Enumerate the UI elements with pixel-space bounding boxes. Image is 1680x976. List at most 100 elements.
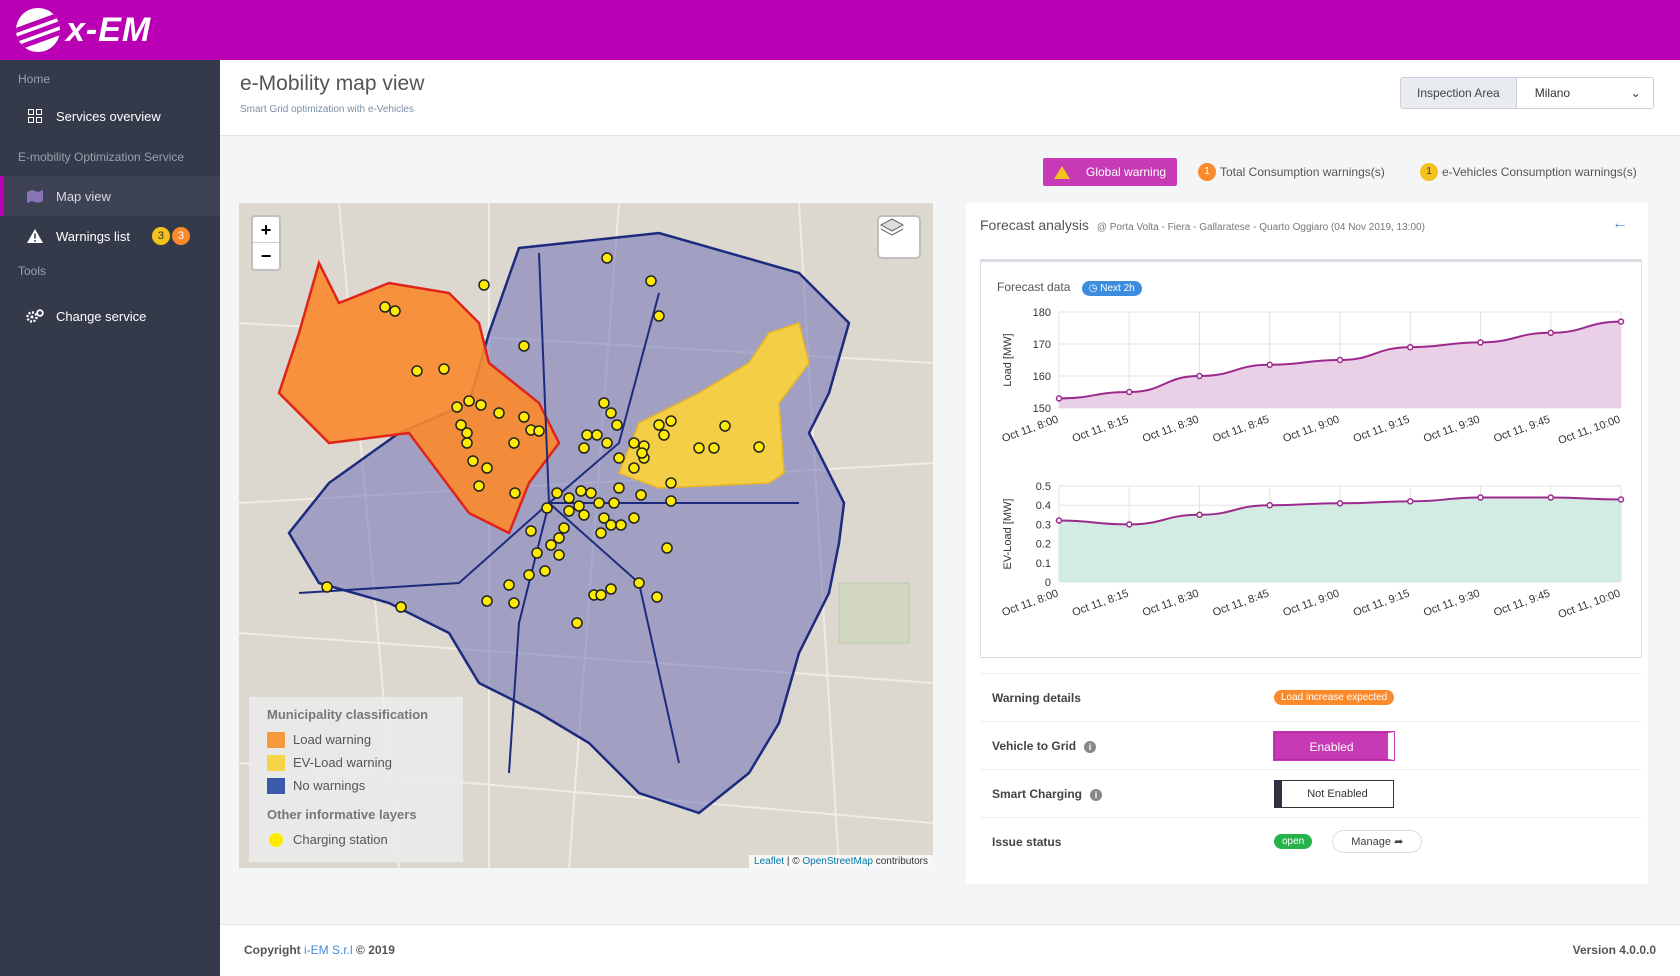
page-header: e-Mobility map view Smart Grid optimizat… <box>220 60 1680 136</box>
y-tick-label: 0.5 <box>1036 481 1051 493</box>
forecast-header: Forecast analysis @ Porta Volta - Fiera … <box>980 217 1425 233</box>
sidebar-item-label: Services overview <box>56 108 161 124</box>
x-tick-label: Oct 11, 8:00 <box>1000 588 1060 619</box>
zoom-control: + − <box>251 215 281 271</box>
logo[interactable]: x-EM <box>16 8 151 52</box>
smart-charging-label-text: Smart Charging <box>992 786 1083 801</box>
data-point <box>1336 500 1344 507</box>
zoom-out-button[interactable]: − <box>260 246 272 266</box>
row-warning-details: Warning details Load increase expected <box>980 673 1642 721</box>
sidebar-item-label: Map view <box>56 188 111 204</box>
smart-charging-toggle[interactable]: Not Enabled <box>1274 779 1394 808</box>
x-tick-label: Oct 11, 9:30 <box>1422 588 1482 619</box>
legend-other-title: Other informative layers <box>267 807 417 822</box>
data-point <box>1266 361 1273 369</box>
forecast-panel: Forecast analysis @ Porta Volta - Fiera … <box>966 203 1648 884</box>
y-tick-label: 180 <box>1033 307 1051 319</box>
charging-stations[interactable] <box>321 252 765 629</box>
inspection-area-value: Milano <box>1534 86 1571 100</box>
warnings-badge-ev: 3 <box>151 227 170 245</box>
x-tick-label: Oct 11, 9:00 <box>1281 414 1341 445</box>
sidebar-section-emobility: E-mobility Optimization Service <box>18 150 185 164</box>
inspection-area-select[interactable]: Milano ⌄ <box>1516 78 1653 108</box>
gears-icon <box>26 307 44 325</box>
x-tick-label: Oct 11, 9:00 <box>1281 588 1341 619</box>
y-axis-label: Load [MW] <box>1002 333 1014 386</box>
smart-charging-label: Smart Charging i <box>992 786 1103 801</box>
version: Version 4.0.0.0 <box>1573 943 1656 957</box>
info-icon[interactable]: i <box>1084 740 1097 753</box>
forecast-location: @ Porta Volta - Fiera - Gallaratese - Qu… <box>1096 222 1425 233</box>
legend-label: Load warning <box>293 732 372 747</box>
warning-icon <box>26 227 44 245</box>
arrow-left-icon[interactable]: ← <box>1612 215 1628 232</box>
v2g-toggle[interactable]: Enabled <box>1273 730 1395 761</box>
x-tick-label: Oct 11, 9:45 <box>1492 414 1552 445</box>
range-badge[interactable]: ◷ Next 2h <box>1081 281 1142 296</box>
data-point <box>1196 372 1203 380</box>
y-tick-label: 170 <box>1033 339 1051 351</box>
data-point <box>1477 339 1484 346</box>
legend-swatch <box>267 754 285 771</box>
range-badge-text: Next 2h <box>1100 283 1135 294</box>
map-view[interactable]: + − Municipality classification Load war… <box>239 203 933 868</box>
inspection-area-label: Inspection Area <box>1401 78 1517 108</box>
municipality-no-warning[interactable] <box>287 231 851 815</box>
legend-item-ev-load-warning: EV-Load warning <box>267 751 445 774</box>
layers-icon[interactable] <box>877 215 921 259</box>
total-consumption-warnings[interactable]: 1 Total Consumption warnings(s) <box>1198 158 1385 186</box>
leaflet-link[interactable]: Leaflet <box>754 856 785 867</box>
warning-details-badge: Load increase expected <box>1274 690 1395 705</box>
x-tick-label: Oct 11, 9:30 <box>1422 414 1482 445</box>
x-tick-label: Oct 11, 8:00 <box>1000 414 1060 445</box>
sidebar-item-map-view[interactable]: Map view <box>0 176 220 216</box>
data-point <box>1196 511 1203 519</box>
warning-details: Warning details Load increase expected V… <box>980 673 1642 865</box>
y-tick-label: 150 <box>1033 403 1051 415</box>
sidebar-item-services-overview[interactable]: Services overview <box>0 96 220 136</box>
data-point <box>1055 517 1063 524</box>
zoom-in-button[interactable]: + <box>253 217 279 243</box>
data-point <box>1407 498 1414 505</box>
x-tick-label: Oct 11, 8:15 <box>1071 588 1131 619</box>
ev-warnings-count: 1 <box>1420 163 1438 181</box>
sidebar-item-warnings-list[interactable]: Warnings list 3 3 <box>0 216 220 256</box>
sidebar-item-change-service[interactable]: Change service <box>0 296 220 336</box>
global-warning-label: Global warning <box>1086 165 1167 179</box>
data-point <box>1055 395 1063 402</box>
sidebar-item-label: Change service <box>56 308 147 324</box>
series-area <box>1059 497 1621 582</box>
legend-title: Municipality classification <box>267 707 429 722</box>
x-tick-label: Oct 11, 8:30 <box>1141 414 1201 445</box>
x-tick-label: Oct 11, 10:00 <box>1557 588 1622 622</box>
global-warning-button[interactable]: Global warning <box>1043 158 1178 186</box>
top-bar: x-EM <box>0 0 1680 60</box>
y-tick-label: 0.4 <box>1036 500 1051 512</box>
osm-link[interactable]: OpenStreetMap <box>802 856 873 867</box>
row-smart-charging: Smart Charging i Not Enabled <box>980 769 1642 817</box>
manage-label: Manage <box>1351 836 1392 848</box>
info-icon[interactable]: i <box>1090 788 1103 801</box>
ev-consumption-warnings[interactable]: 1 e-Vehicles Consumption warnings(s) <box>1420 158 1637 186</box>
x-tick-label: Oct 11, 8:45 <box>1211 588 1271 619</box>
warnings-badge-load: 3 <box>171 227 190 245</box>
footer: Copyright i-EM S.r.l © 2019 Version 4.0.… <box>220 924 1680 976</box>
manage-button[interactable]: Manage ➦ <box>1332 830 1423 853</box>
data-point <box>1336 356 1344 364</box>
copyright-prefix: Copyright <box>244 943 301 957</box>
total-warnings-count: 1 <box>1198 163 1216 181</box>
sidebar-section-tools: Tools <box>18 264 47 278</box>
map-attribution: Leaflet | © OpenStreetMap contributors <box>749 855 933 868</box>
legend-item-load-warning: Load warning <box>267 728 445 751</box>
x-tick-label: Oct 11, 8:15 <box>1071 414 1131 445</box>
company-link[interactable]: i-EM S.r.l <box>304 943 353 957</box>
ev-warnings-label: e-Vehicles Consumption warnings(s) <box>1442 165 1637 179</box>
copyright: Copyright i-EM S.r.l © 2019 <box>244 943 395 957</box>
data-point <box>1126 388 1133 396</box>
data-point <box>1547 494 1554 501</box>
v2g-label: Vehicle to Grid i <box>992 739 1097 753</box>
y-axis-label: EV-Load [MW] <box>1002 499 1014 570</box>
copyright-year: © 2019 <box>356 943 395 957</box>
data-point <box>1126 521 1133 528</box>
issue-status-label: Issue status <box>992 834 1062 849</box>
